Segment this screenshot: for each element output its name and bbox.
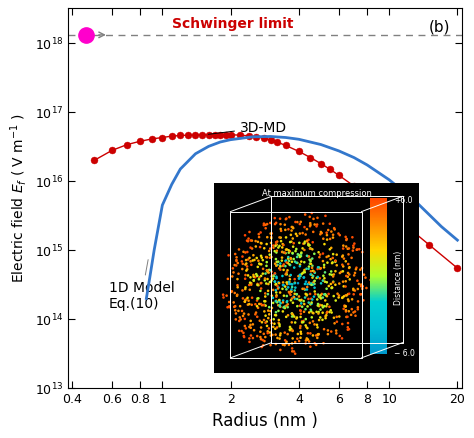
Y-axis label: Electric field $E_f$ ( V m$^{-1}$ ): Electric field $E_f$ ( V m$^{-1}$ ): [9, 113, 29, 283]
Text: 1D Model
Eq.(10): 1D Model Eq.(10): [109, 260, 174, 311]
Text: Schwinger limit: Schwinger limit: [172, 17, 293, 31]
Text: 3D-MD: 3D-MD: [208, 120, 287, 134]
Text: (b): (b): [429, 20, 450, 35]
X-axis label: Radius (nm ): Radius (nm ): [212, 412, 318, 430]
